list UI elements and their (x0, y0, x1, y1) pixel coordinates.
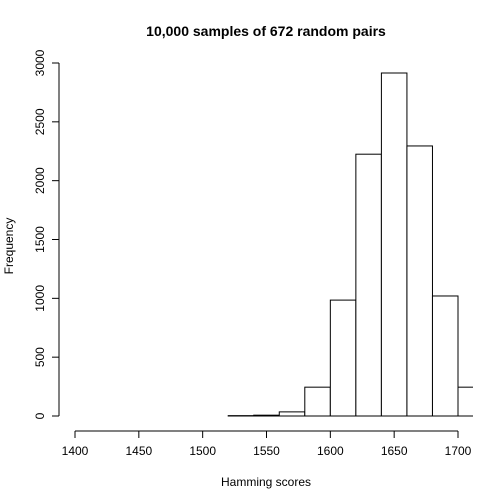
histogram-bar-1660-1680 (406, 145, 433, 417)
x-tick-label: 1550 (253, 444, 280, 458)
x-axis: 1400 1450 1500 1550 1600 1650 1700 (62, 430, 472, 458)
y-tick-label: 2500 (33, 108, 47, 135)
x-tick-label: 1500 (189, 444, 216, 458)
y-tick-label: 1500 (33, 226, 47, 253)
x-tick-label: 1400 (62, 444, 89, 458)
y-tick-label: 3000 (33, 49, 47, 76)
histogram-bar-1680-1700 (431, 295, 459, 417)
histogram-bar-1640-1660 (380, 72, 408, 417)
y-tick-label: 500 (33, 347, 47, 367)
y-axis: 0 500 1000 1500 2000 2500 3000 (33, 49, 60, 419)
y-axis-label: Frequency (2, 218, 16, 275)
histogram-bar-1600-1620 (329, 299, 357, 417)
y-tick-label: 2000 (33, 167, 47, 194)
histogram-bar-1700-1720 (457, 386, 473, 417)
histogram-bar-1540-1560 (253, 414, 280, 417)
x-axis-label: Hamming scores (221, 475, 311, 489)
chart-title: 10,000 samples of 672 random pairs (146, 23, 386, 39)
x-tick-label: 1600 (317, 444, 344, 458)
y-tick-label: 0 (33, 412, 47, 419)
histogram-bar-1580-1600 (304, 386, 331, 417)
y-tick-label: 1000 (33, 285, 47, 312)
histogram-bar-1620-1640 (355, 153, 382, 417)
histogram-bar-1560-1580 (278, 411, 306, 417)
bars-group (227, 72, 473, 417)
x-tick-label: 1700 (445, 444, 472, 458)
x-tick-label: 1650 (381, 444, 408, 458)
x-tick-label: 1450 (125, 444, 152, 458)
